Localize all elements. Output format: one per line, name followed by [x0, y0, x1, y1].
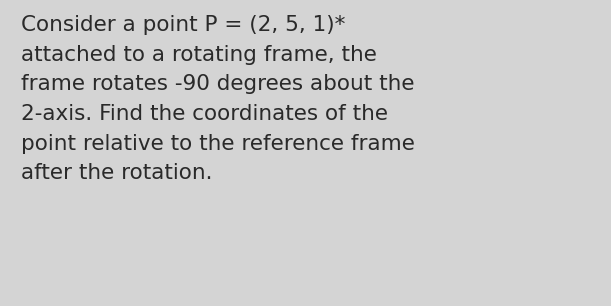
Text: Consider a point P = (2, 5, 1)*
attached to a rotating frame, the
frame rotates : Consider a point P = (2, 5, 1)* attached… [21, 15, 415, 183]
